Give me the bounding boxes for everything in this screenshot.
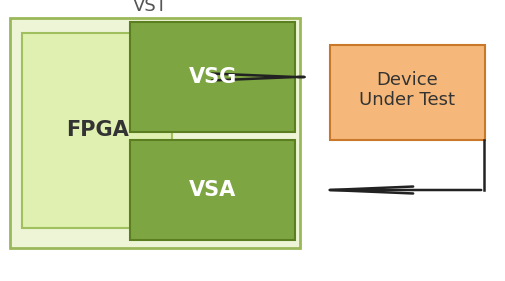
Text: VSG: VSG [189, 67, 237, 87]
Text: VST: VST [132, 0, 168, 15]
Text: Device: Device [376, 71, 438, 89]
Text: VSA: VSA [189, 180, 237, 200]
Text: Under Test: Under Test [359, 91, 455, 109]
FancyBboxPatch shape [10, 18, 300, 248]
FancyBboxPatch shape [22, 33, 172, 228]
FancyBboxPatch shape [330, 45, 485, 140]
Text: FPGA: FPGA [66, 120, 128, 140]
FancyBboxPatch shape [130, 22, 295, 132]
FancyBboxPatch shape [130, 140, 295, 240]
